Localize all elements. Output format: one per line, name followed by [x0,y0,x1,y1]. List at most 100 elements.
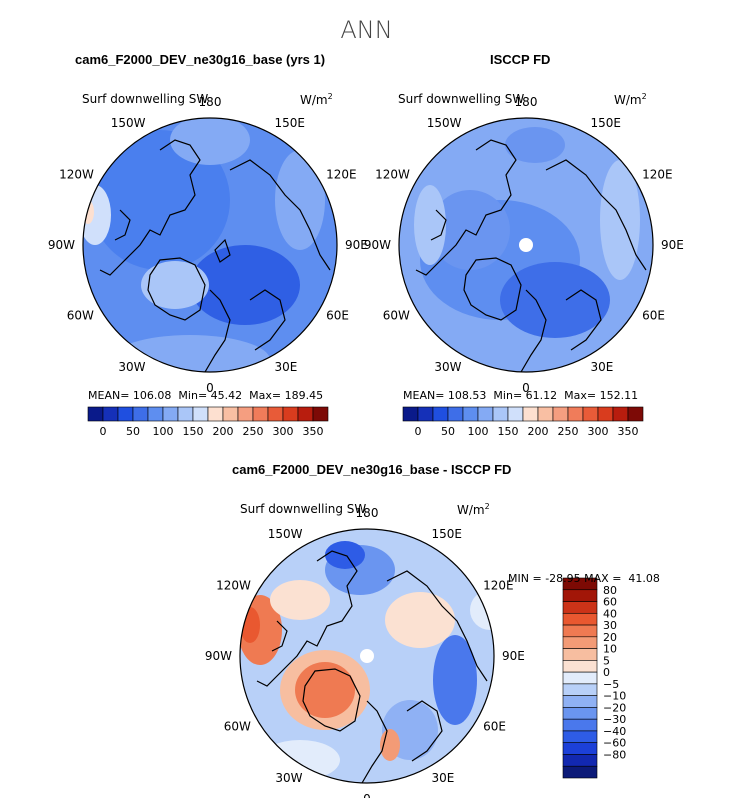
colorbar-difference-tick-label: −80 [603,748,626,761]
min-label: Min= [493,389,523,402]
longitude-label-difference: 60E [483,720,506,734]
min-value: -28.95 [545,572,581,585]
colorbar-difference-swatch [562,730,598,744]
longitude-labels-difference: 180 150E 120E 90E 60E 30E 0 30W 60W 90W 120W 150W [205,506,525,798]
colorbar-difference-tick-label: −30 [603,713,626,726]
colorbar-difference-swatch [562,589,598,602]
colorbar-difference-swatch [562,695,598,708]
colorbar-difference-swatch [562,671,598,685]
colorbar-obs-swatch [432,406,449,422]
longitude-label-difference: 60W [224,720,251,734]
units-text: W/m [457,503,485,517]
colorbar-model-tick-label: 300 [273,425,294,438]
colorbar-difference-tick-label: −40 [603,725,626,738]
mean-label: MEAN= [88,389,130,402]
stats-line-model: MEAN= 106.08 Min= 45.42 Max= 189.45 [88,389,323,402]
colorbar-difference-swatch [562,601,598,614]
units-text: W/m [300,93,328,107]
units-exponent: 2 [641,92,647,101]
units-exponent: 2 [327,92,333,101]
colorbar-model-swatch [192,406,209,422]
max-label: MAX = [584,572,622,585]
colorbar-difference-tick-label: 5 [603,654,610,667]
colorbar-model-swatch [312,406,329,422]
units-label-difference: W/m2 [457,502,490,517]
longitude-label-difference: 90E [502,649,525,663]
longitude-label-obs: 150E [591,116,622,130]
colorbar-model-swatch [117,406,134,422]
colorbar-obs-swatch [597,406,614,422]
polar-map-model [82,117,338,373]
longitude-label-model: 30W [118,360,145,374]
colorbar-difference-swatch [562,754,598,767]
longitude-label-difference: 120W [216,579,251,593]
colorbar-obs-swatch [567,406,584,422]
longitude-label-obs: 120E [642,168,673,182]
colorbar-model-tick-label: 0 [100,425,107,438]
colorbar-difference-tick-label: 20 [603,631,617,644]
colorbar-difference-tick-label: 10 [603,643,617,656]
colorbar-model-swatch [252,406,269,422]
variable-label-difference: Surf downwelling SW [240,502,367,516]
colorbar-difference-tick-label: 40 [603,607,617,620]
colorbar-difference-tick-label: 80 [603,584,617,597]
longitude-label-difference: 180 [356,506,379,520]
colorbar-difference-tick-label: −10 [603,690,626,703]
colorbar-difference-swatch [562,624,598,638]
colorbar-difference-swatch [562,683,598,696]
colorbar-obs-swatch [507,406,524,422]
units-text: W/m [614,93,642,107]
colorbar-obs-swatch [537,406,554,422]
colorbar-model-swatch [177,406,194,422]
panel-title-difference: cam6_F2000_DEV_ne30g16_base - ISCCP FD [232,462,512,477]
longitude-label-difference: 90W [205,649,232,663]
panel-title-model: cam6_F2000_DEV_ne30g16_base (yrs 1) [75,52,326,67]
colorbar-difference-tick-label: 30 [603,619,617,632]
colorbar-difference-swatch [562,707,598,720]
colorbar-model-swatch [132,406,149,422]
longitude-label-obs: 0 [522,381,530,395]
colorbar-obs-tick-label: 350 [618,425,639,438]
longitude-label-obs: 60E [642,309,665,323]
colorbar-obs: 0 50 100 150 200 250 300 350 [402,406,644,438]
colorbar-model-tick-label: 100 [153,425,174,438]
mean-value: 106.08 [132,389,172,402]
longitude-label-model: 90W [48,238,75,252]
min-value: 61.12 [525,389,558,402]
colorbar-obs-swatch [447,406,464,422]
longitude-label-difference: 0 [363,792,371,798]
colorbar-obs-swatch [402,406,419,422]
colorbar-difference-tick-label: −20 [603,701,626,714]
colorbar-model-tick-label: 250 [243,425,264,438]
colorbar-model-tick-label: 150 [183,425,204,438]
colorbar-obs-swatch [612,406,629,422]
colorbar-model-swatch [297,406,314,422]
longitude-label-obs: 180 [515,95,538,109]
colorbar-model-swatch [162,406,179,422]
units-label-obs: W/m2 [614,92,647,107]
mean-value: 108.53 [447,389,487,402]
polar-map-obs [398,117,654,373]
colorbar-difference-swatch [562,718,598,732]
longitude-label-difference: 150E [432,527,463,541]
longitude-label-difference: 30W [275,771,302,785]
colorbar-obs-tick-label: 250 [558,425,579,438]
min-label: MIN = [508,572,542,585]
colorbar-obs-tick-label: 0 [415,425,422,438]
colorbar-model-swatch [147,406,164,422]
longitude-labels-model: 180 150E 120E 90E 60E 30E 0 30W 60W 90W 120W 150W [48,95,368,395]
longitude-label-obs: 60W [383,309,410,323]
colorbar-difference-tick-label: 60 [603,596,617,609]
colorbar-model-swatch [207,406,224,422]
colorbar-difference-swatch [562,765,598,779]
longitude-label-obs: 120W [375,168,410,182]
longitude-label-model: 0 [206,381,214,395]
colorbar-obs-tick-label: 150 [498,425,519,438]
colorbar-difference-tick-label: −60 [603,737,626,750]
longitude-label-obs: 30E [591,360,614,374]
colorbar-model: 0 50 100 150 200 250 300 350 [87,406,329,438]
max-value: 189.45 [284,389,324,402]
colorbar-obs-swatch [477,406,494,422]
colorbar-obs-swatch [492,406,509,422]
longitude-label-model: 30E [275,360,298,374]
